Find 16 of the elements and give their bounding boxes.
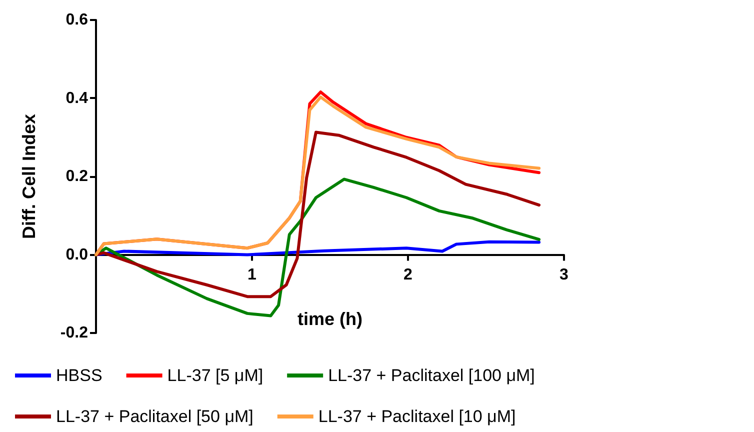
x-tick-label: 2 — [404, 266, 413, 284]
y-tick-label: -0.2 — [60, 324, 88, 342]
legend-label: LL-37 + Paclitaxel [100 μM] — [328, 366, 535, 385]
y-tick-label: 0.0 — [66, 246, 88, 264]
legend-label: HBSS — [56, 366, 102, 385]
x-tick-label: 1 — [248, 266, 257, 284]
y-axis-title: Diff. Cell Index — [19, 114, 39, 240]
y-tick-label: 0.2 — [66, 168, 88, 185]
line-series — [94, 130, 541, 298]
legend-label: LL-37 + Paclitaxel [10 μM] — [318, 407, 516, 426]
legend-label: LL-37 + Paclitaxel [50 μM] — [56, 407, 254, 426]
y-tick-label: 0.4 — [66, 90, 88, 107]
legend-label: LL-37 [5 μM] — [167, 366, 264, 385]
x-axis-title: time (h) — [298, 308, 362, 329]
y-tick-label: 0.6 — [66, 12, 88, 28]
x-tick-label: 3 — [560, 266, 569, 284]
